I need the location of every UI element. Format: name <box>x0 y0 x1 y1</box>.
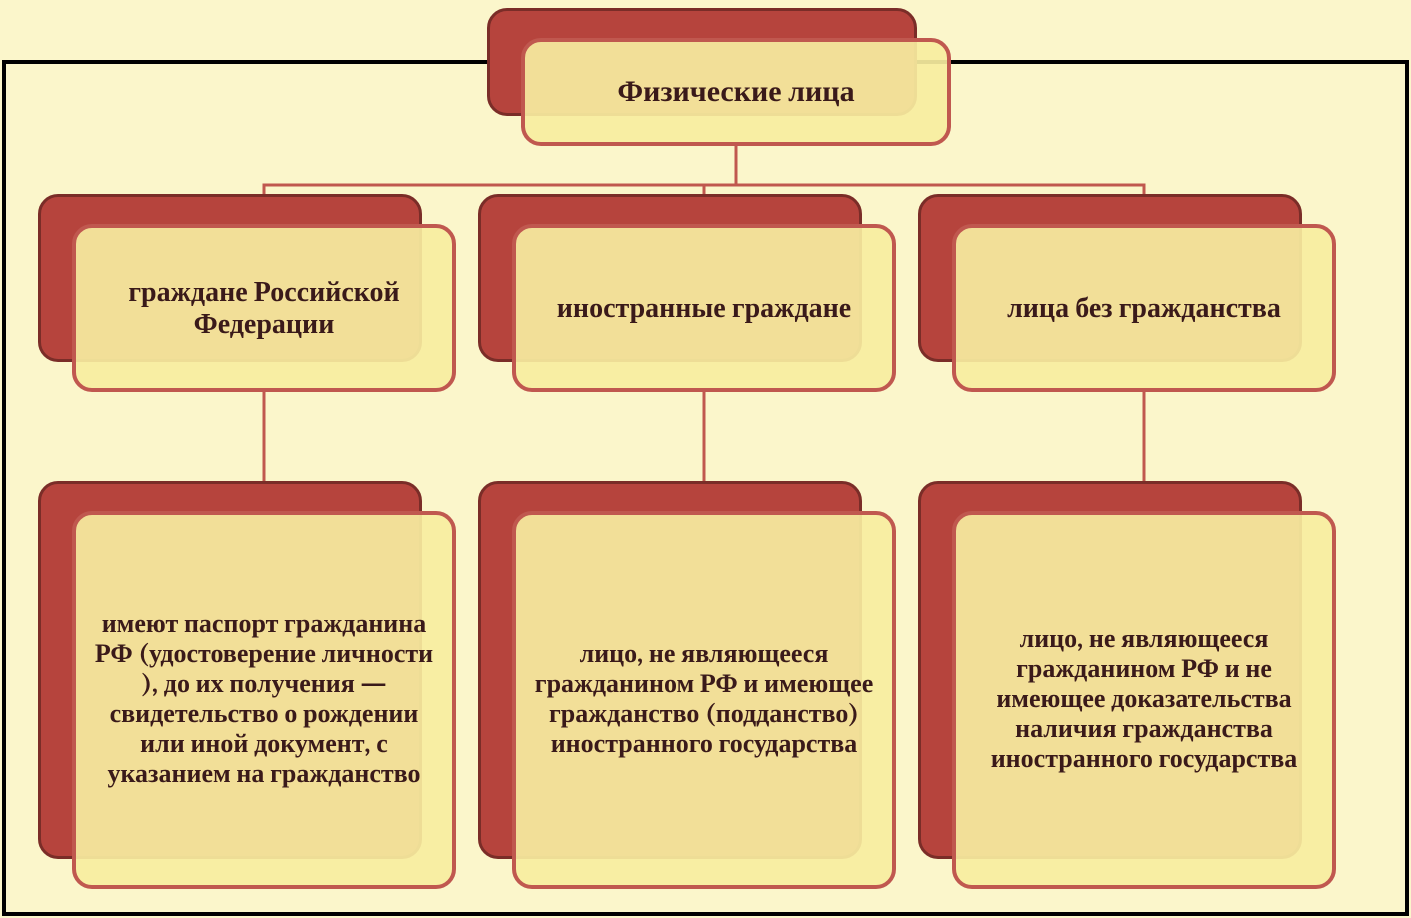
node-label: граждане Российской Федерации <box>90 276 438 340</box>
node-n2: иностранные граждане <box>512 224 896 392</box>
node-label: иностранные граждане <box>557 292 851 324</box>
node-label: лица без гражданства <box>1007 292 1281 324</box>
node-root: Физические лица <box>521 38 951 146</box>
diagram-canvas: Физические лица граждане Российской Федер… <box>0 0 1411 918</box>
node-n3: лица без гражданства <box>952 224 1336 392</box>
node-label: лицо, не являющееся гражданином РФ и не … <box>970 625 1318 774</box>
node-d2: лицо, не являющееся гражданином РФ и име… <box>512 511 896 889</box>
node-n1: граждане Российской Федерации <box>72 224 456 392</box>
node-d3: лицо, не являющееся гражданином РФ и не … <box>952 511 1336 889</box>
node-label: Физические лица <box>617 75 854 110</box>
node-label: имеют паспорт гражданина РФ (удостоверен… <box>90 610 438 789</box>
node-d1: имеют паспорт гражданина РФ (удостоверен… <box>72 511 456 889</box>
node-label: лицо, не являющееся гражданином РФ и име… <box>530 640 878 760</box>
